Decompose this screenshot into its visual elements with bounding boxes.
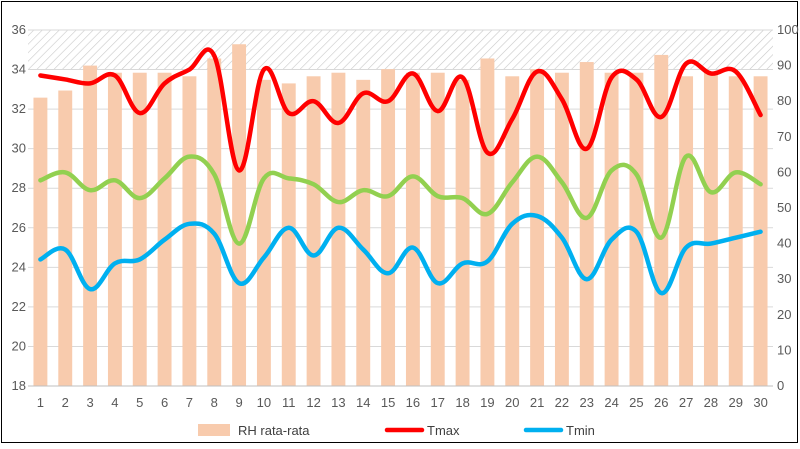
x-tick-label: 9: [235, 395, 242, 410]
rh-bar: [107, 72, 122, 386]
y-right-tick-label: 90: [777, 58, 791, 73]
rh-bar: [356, 79, 371, 386]
x-tick-label: 8: [211, 395, 218, 410]
x-tick-label: 10: [257, 395, 271, 410]
legend-label-tmin: Tmin: [566, 423, 595, 438]
tmin-line: [38, 212, 763, 296]
y-left-tick-label: 24: [12, 259, 26, 274]
rh-bar: [381, 69, 396, 386]
x-tick-label: 23: [580, 395, 594, 410]
y-right-tick-label: 100: [777, 22, 799, 37]
rh-bar: [405, 72, 420, 386]
rh-bar: [256, 79, 271, 386]
rh-bar: [157, 72, 172, 386]
x-tick-label: 11: [282, 395, 296, 410]
y-right-tick-label: 60: [777, 164, 791, 179]
y-right-tick-label: 20: [777, 307, 791, 322]
rh-bar: [232, 44, 247, 387]
rh-bar: [33, 97, 48, 386]
x-tick-label: 25: [629, 395, 643, 410]
y-left-tick-label: 36: [12, 22, 26, 37]
rh-bar: [604, 72, 619, 386]
x-tick-label: 22: [555, 395, 569, 410]
temperature-lines: [38, 47, 763, 296]
y-left-tick-label: 26: [12, 220, 26, 235]
tmean-line: [38, 153, 763, 246]
x-tick-label: 4: [111, 395, 118, 410]
x-tick-label: 15: [381, 395, 395, 410]
rh-bar: [83, 65, 98, 386]
rh-bar: [530, 69, 545, 386]
x-tick-label: 1: [37, 395, 44, 410]
x-tick-label: 27: [679, 395, 693, 410]
rh-bar: [554, 72, 569, 386]
rh-bar: [505, 76, 520, 386]
rh-bar: [480, 58, 495, 386]
rh-bar: [430, 72, 445, 386]
y-right-tick-label: 30: [777, 271, 791, 286]
x-tick-label: 19: [480, 395, 494, 410]
y-left-tick-label: 28: [12, 180, 26, 195]
x-tick-label: 6: [161, 395, 168, 410]
y-left-tick-label: 22: [12, 299, 26, 314]
x-tick-label: 5: [136, 395, 143, 410]
x-tick-label: 12: [306, 395, 320, 410]
hatched-band: [28, 30, 773, 70]
hatched-band-rect: [28, 30, 773, 70]
x-tick-label: 29: [729, 395, 743, 410]
x-tick-label: 26: [654, 395, 668, 410]
y-right-tick-label: 40: [777, 236, 791, 251]
y-right-tick-label: 50: [777, 200, 791, 215]
rh-bar: [132, 72, 147, 386]
rh-bar: [728, 76, 743, 386]
rh-bars: [33, 44, 768, 387]
x-tick-label: 24: [604, 395, 618, 410]
rh-bar: [703, 72, 718, 386]
y-left-tick-label: 18: [12, 378, 26, 393]
y-left-tick-label: 20: [12, 338, 26, 353]
x-tick-label: 20: [505, 395, 519, 410]
rh-bar: [281, 83, 296, 387]
x-tick-label: 13: [331, 395, 345, 410]
x-tick-label: 2: [62, 395, 69, 410]
rh-bar: [679, 76, 694, 386]
rh-bar: [654, 54, 669, 387]
x-tick-label: 3: [86, 395, 93, 410]
x-tick-label: 18: [455, 395, 469, 410]
x-tick-label: 30: [753, 395, 767, 410]
x-tick-label: 16: [406, 395, 420, 410]
axes: 1820222426283032343601020304050607080901…: [12, 22, 799, 410]
rh-bar: [306, 76, 321, 386]
y-right-tick-label: 0: [777, 378, 784, 393]
legend-swatch-rh: [198, 424, 230, 436]
rh-bar: [207, 58, 222, 386]
legend: RH rata-rata Tmax Tmin: [198, 423, 595, 438]
y-left-tick-label: 34: [12, 62, 26, 77]
legend-label-rh: RH rata-rata: [238, 423, 310, 438]
tmax-line: [38, 47, 763, 173]
y-left-tick-label: 32: [12, 101, 26, 116]
rh-bar: [455, 79, 470, 386]
x-tick-label: 17: [431, 395, 445, 410]
rh-bar: [182, 76, 197, 386]
x-tick-label: 14: [356, 395, 370, 410]
legend-label-tmax: Tmax: [427, 423, 460, 438]
rh-bar: [58, 90, 73, 387]
x-tick-label: 21: [530, 395, 544, 410]
x-tick-label: 7: [186, 395, 193, 410]
y-left-tick-label: 30: [12, 141, 26, 156]
y-right-tick-label: 10: [777, 342, 791, 357]
y-right-tick-label: 70: [777, 129, 791, 144]
y-right-tick-label: 80: [777, 93, 791, 108]
x-tick-label: 28: [704, 395, 718, 410]
rh-bar: [579, 62, 594, 386]
